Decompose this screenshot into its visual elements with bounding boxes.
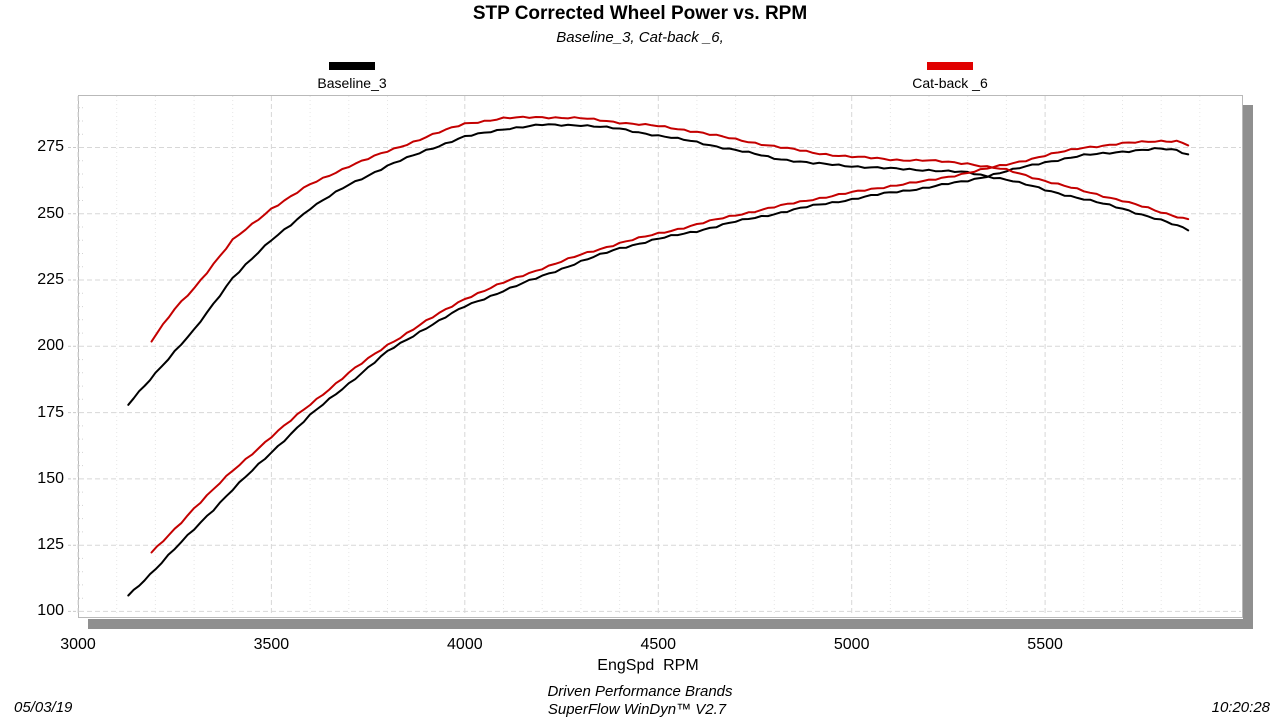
footer-brand-line-2: SuperFlow WinDyn™ V2.7 [547, 701, 727, 718]
x-tick-label: 5000 [833, 636, 870, 653]
x-tick-label: 4000 [447, 636, 483, 653]
y-tick-label: 275 [37, 138, 64, 156]
y-tick-label: 100 [37, 602, 64, 620]
legend-swatch-catback-icon [927, 62, 973, 70]
x-tick-label: 4500 [640, 636, 677, 653]
legend-swatch-baseline-icon [329, 62, 375, 70]
chart-title: STP Corrected Wheel Power vs. RPM [472, 3, 808, 24]
footer-brand-line-1: Driven Performance Brands [547, 683, 733, 700]
y-tick-label: 250 [37, 204, 64, 222]
y-tick-label: 225 [37, 271, 64, 289]
x-axis-title: EngSpd RPM [597, 657, 699, 674]
x-tick-label: 3500 [253, 636, 290, 653]
chart-subtitle: Baseline_3, Cat-back _6, [556, 29, 724, 46]
y-tick-label: 200 [37, 337, 64, 355]
legend-label-catback: Cat-back _6 [912, 75, 988, 91]
y-tick-label: 125 [37, 536, 64, 554]
legend-label-baseline: Baseline_3 [317, 75, 387, 91]
legend-item-baseline: Baseline_3 [287, 62, 417, 91]
y-tick-label: 150 [37, 469, 64, 487]
report-time: 10:20:28 [1211, 699, 1270, 716]
report-date: 05/03/19 [14, 699, 73, 716]
x-tick-label: 3000 [60, 636, 96, 653]
y-tick-label: 175 [37, 403, 64, 421]
legend-item-catback: Cat-back _6 [885, 62, 1015, 91]
x-tick-label: 5500 [1027, 636, 1063, 653]
